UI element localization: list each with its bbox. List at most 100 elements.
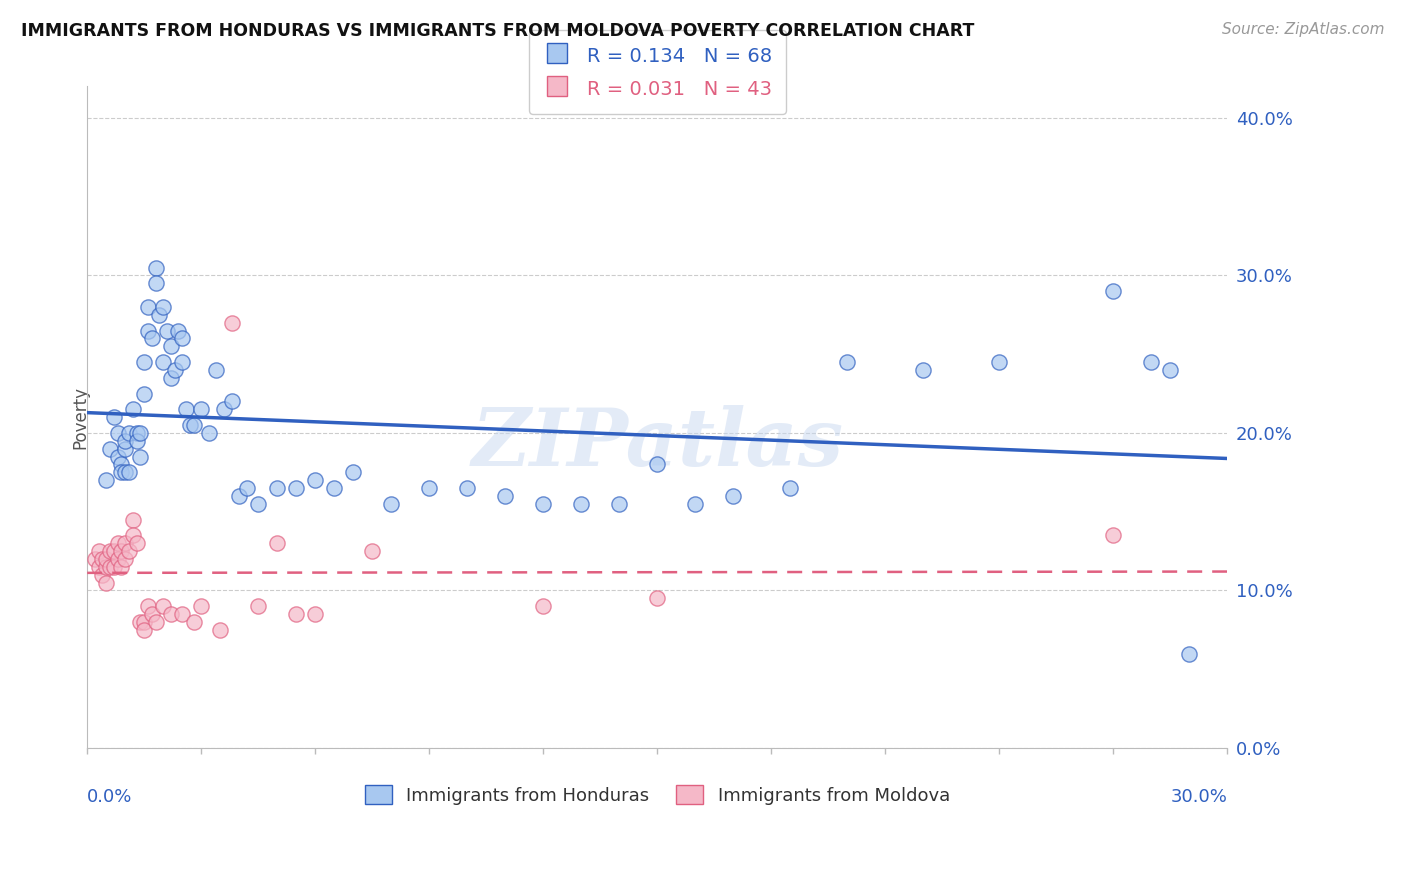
Point	[134, 355, 156, 369]
Point	[1178, 647, 1201, 661]
Point	[136, 324, 159, 338]
Point	[198, 425, 221, 440]
Text: ZIPatlas: ZIPatlas	[471, 405, 844, 483]
Point	[685, 497, 707, 511]
Point	[114, 442, 136, 456]
Point	[152, 355, 174, 369]
Point	[228, 489, 250, 503]
Legend: Immigrants from Honduras, Immigrants from Moldova: Immigrants from Honduras, Immigrants fro…	[357, 778, 957, 812]
Point	[779, 481, 801, 495]
Point	[96, 473, 118, 487]
Point	[110, 466, 132, 480]
Point	[209, 623, 232, 637]
Point	[114, 552, 136, 566]
Point	[118, 425, 141, 440]
Point	[183, 418, 205, 433]
Point	[134, 615, 156, 629]
Point	[118, 544, 141, 558]
Point	[98, 544, 121, 558]
Point	[83, 552, 105, 566]
Point	[494, 489, 516, 503]
Point	[205, 363, 228, 377]
Point	[98, 442, 121, 456]
Y-axis label: Poverty: Poverty	[72, 385, 89, 449]
Point	[1102, 284, 1125, 298]
Point	[837, 355, 859, 369]
Point	[152, 300, 174, 314]
Point	[148, 308, 170, 322]
Point	[607, 497, 630, 511]
Point	[125, 425, 148, 440]
Point	[121, 528, 143, 542]
Text: IMMIGRANTS FROM HONDURAS VS IMMIGRANTS FROM MOLDOVA POVERTY CORRELATION CHART: IMMIGRANTS FROM HONDURAS VS IMMIGRANTS F…	[21, 22, 974, 40]
Point	[912, 363, 935, 377]
Point	[645, 458, 668, 472]
Point	[98, 559, 121, 574]
Point	[167, 324, 190, 338]
Point	[285, 607, 308, 621]
Point	[118, 466, 141, 480]
Point	[531, 599, 554, 614]
Point	[129, 615, 152, 629]
Point	[723, 489, 745, 503]
Point	[172, 607, 194, 621]
Point	[129, 425, 152, 440]
Text: 30.0%: 30.0%	[1171, 788, 1227, 805]
Text: Source: ZipAtlas.com: Source: ZipAtlas.com	[1222, 22, 1385, 37]
Point	[190, 599, 212, 614]
Point	[236, 481, 259, 495]
Point	[342, 466, 364, 480]
Point	[145, 260, 167, 275]
Point	[221, 316, 243, 330]
Point	[125, 434, 148, 448]
Point	[190, 402, 212, 417]
Point	[285, 481, 308, 495]
Point	[247, 599, 270, 614]
Point	[645, 591, 668, 606]
Point	[103, 559, 125, 574]
Point	[266, 536, 288, 550]
Point	[136, 300, 159, 314]
Point	[456, 481, 478, 495]
Point	[569, 497, 592, 511]
Point	[304, 473, 326, 487]
Point	[361, 544, 384, 558]
Point	[266, 481, 288, 495]
Point	[121, 513, 143, 527]
Point	[129, 450, 152, 464]
Point	[96, 552, 118, 566]
Point	[114, 466, 136, 480]
Point	[87, 544, 110, 558]
Point	[145, 277, 167, 291]
Text: 0.0%: 0.0%	[87, 788, 132, 805]
Point	[304, 607, 326, 621]
Point	[159, 339, 181, 353]
Point	[172, 355, 194, 369]
Point	[103, 410, 125, 425]
Point	[179, 418, 201, 433]
Point	[107, 425, 129, 440]
Point	[1159, 363, 1181, 377]
Point	[174, 402, 197, 417]
Point	[418, 481, 440, 495]
Point	[107, 536, 129, 550]
Point	[323, 481, 346, 495]
Point	[145, 615, 167, 629]
Point	[1102, 528, 1125, 542]
Point	[183, 615, 205, 629]
Point	[107, 450, 129, 464]
Point	[114, 536, 136, 550]
Point	[107, 552, 129, 566]
Point	[134, 623, 156, 637]
Point	[87, 559, 110, 574]
Point	[1140, 355, 1163, 369]
Point	[380, 497, 402, 511]
Point	[125, 536, 148, 550]
Point	[110, 559, 132, 574]
Point	[91, 552, 114, 566]
Point	[134, 386, 156, 401]
Point	[152, 599, 174, 614]
Point	[91, 567, 114, 582]
Point	[96, 559, 118, 574]
Point	[121, 402, 143, 417]
